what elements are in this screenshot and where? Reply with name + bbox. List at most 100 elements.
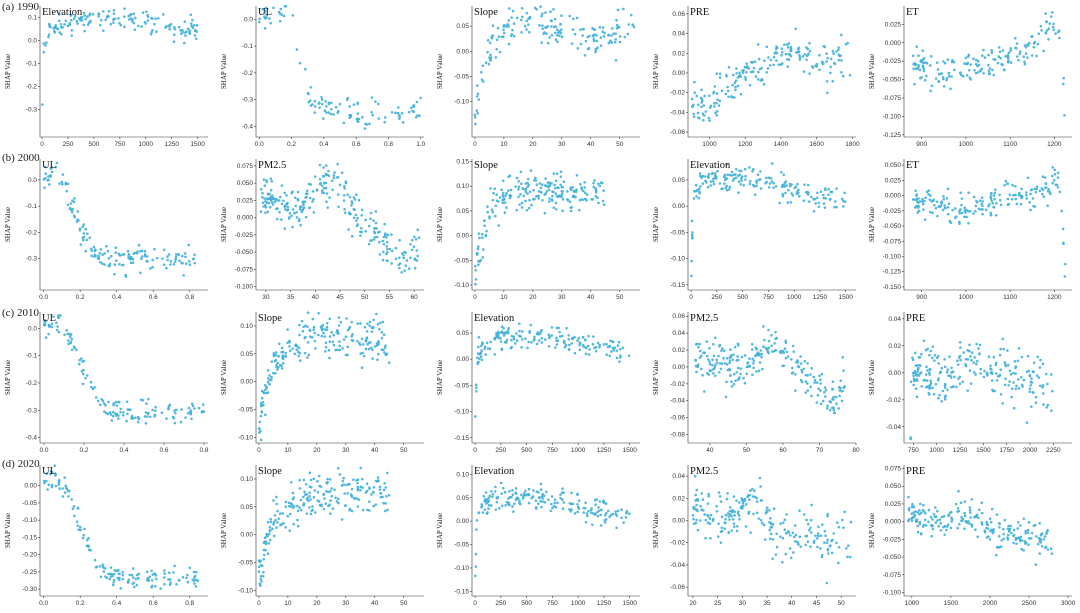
data-point (708, 517, 712, 520)
data-point (707, 94, 711, 97)
data-point (486, 205, 489, 208)
data-point (590, 511, 593, 515)
data-point (1030, 381, 1034, 384)
data-point (374, 503, 378, 506)
data-point (534, 507, 538, 510)
data-point (966, 358, 970, 361)
data-point (557, 186, 560, 190)
data-point (931, 524, 934, 527)
data-point (398, 117, 401, 120)
data-point (475, 386, 478, 389)
data-point (304, 192, 308, 196)
data-point (284, 351, 287, 355)
data-point (354, 213, 358, 217)
data-point (702, 351, 705, 355)
data-point (611, 346, 615, 350)
x-tick-label: 0 (473, 447, 477, 454)
data-point (1010, 395, 1013, 399)
data-point (967, 221, 970, 225)
data-point (538, 496, 541, 499)
data-point (910, 505, 914, 509)
data-point (576, 47, 580, 50)
data-point (979, 367, 982, 371)
y-tick-label: 0.00 (672, 364, 685, 371)
data-point (530, 341, 533, 344)
data-point (408, 267, 411, 270)
data-point (731, 518, 735, 521)
data-point (263, 184, 267, 187)
data-point (930, 84, 934, 88)
data-point (917, 356, 921, 359)
x-tick-label: 1200 (738, 141, 753, 148)
data-point (598, 343, 601, 347)
data-point (815, 381, 819, 384)
data-point (547, 498, 550, 502)
data-point (101, 563, 104, 566)
data-point (598, 500, 602, 503)
data-point (821, 523, 824, 526)
data-point (593, 346, 596, 350)
data-point (786, 65, 790, 68)
data-point (541, 199, 544, 202)
data-point (520, 346, 523, 349)
data-point (817, 201, 821, 205)
x-tick-label: 40 (371, 447, 379, 454)
data-point (827, 188, 830, 191)
data-point (1021, 385, 1024, 388)
x-tick-label: 2250 (1046, 447, 1061, 454)
data-point (698, 172, 702, 175)
data-point (1009, 47, 1013, 50)
data-point (833, 411, 836, 415)
data-point (978, 508, 981, 512)
data-point (920, 352, 923, 356)
data-point (75, 19, 79, 23)
data-point (346, 353, 349, 357)
data-point (937, 72, 941, 76)
data-point (990, 49, 993, 52)
panel-title: UL (42, 466, 56, 477)
data-point (482, 495, 486, 498)
data-point (826, 91, 829, 95)
data-point (759, 79, 763, 82)
data-point (295, 348, 298, 351)
data-point (1008, 527, 1012, 531)
y-tick-label: 0.02 (888, 343, 901, 350)
data-point (98, 565, 102, 568)
data-point (729, 374, 732, 377)
data-point (154, 409, 157, 412)
data-point (338, 348, 342, 352)
x-tick-label: 1000 (787, 294, 802, 301)
data-point (992, 194, 996, 197)
data-point (598, 26, 602, 29)
data-point (539, 488, 543, 491)
data-point (1049, 547, 1053, 551)
data-point (1003, 184, 1006, 187)
data-point (911, 54, 915, 58)
data-point (812, 210, 816, 213)
data-point (331, 188, 334, 192)
data-point (942, 195, 945, 198)
data-point (562, 180, 566, 183)
data-point (372, 238, 376, 241)
data-point (725, 73, 728, 77)
data-point (833, 61, 836, 65)
data-point (603, 521, 607, 524)
data-point (546, 25, 549, 28)
data-point (943, 61, 947, 65)
data-point (922, 67, 926, 71)
data-point (59, 314, 62, 317)
data-point (174, 257, 177, 261)
x-tick-label: 50 (400, 600, 408, 607)
data-point (1006, 197, 1010, 201)
axis-lines (471, 465, 640, 597)
data-point (341, 347, 344, 350)
data-point (262, 391, 266, 395)
data-point (738, 376, 741, 379)
data-point (1042, 195, 1046, 198)
data-point (1029, 188, 1033, 192)
data-point (733, 514, 736, 517)
data-point (280, 13, 284, 16)
data-point (789, 45, 793, 49)
data-point (783, 185, 786, 188)
data-point (322, 493, 326, 497)
